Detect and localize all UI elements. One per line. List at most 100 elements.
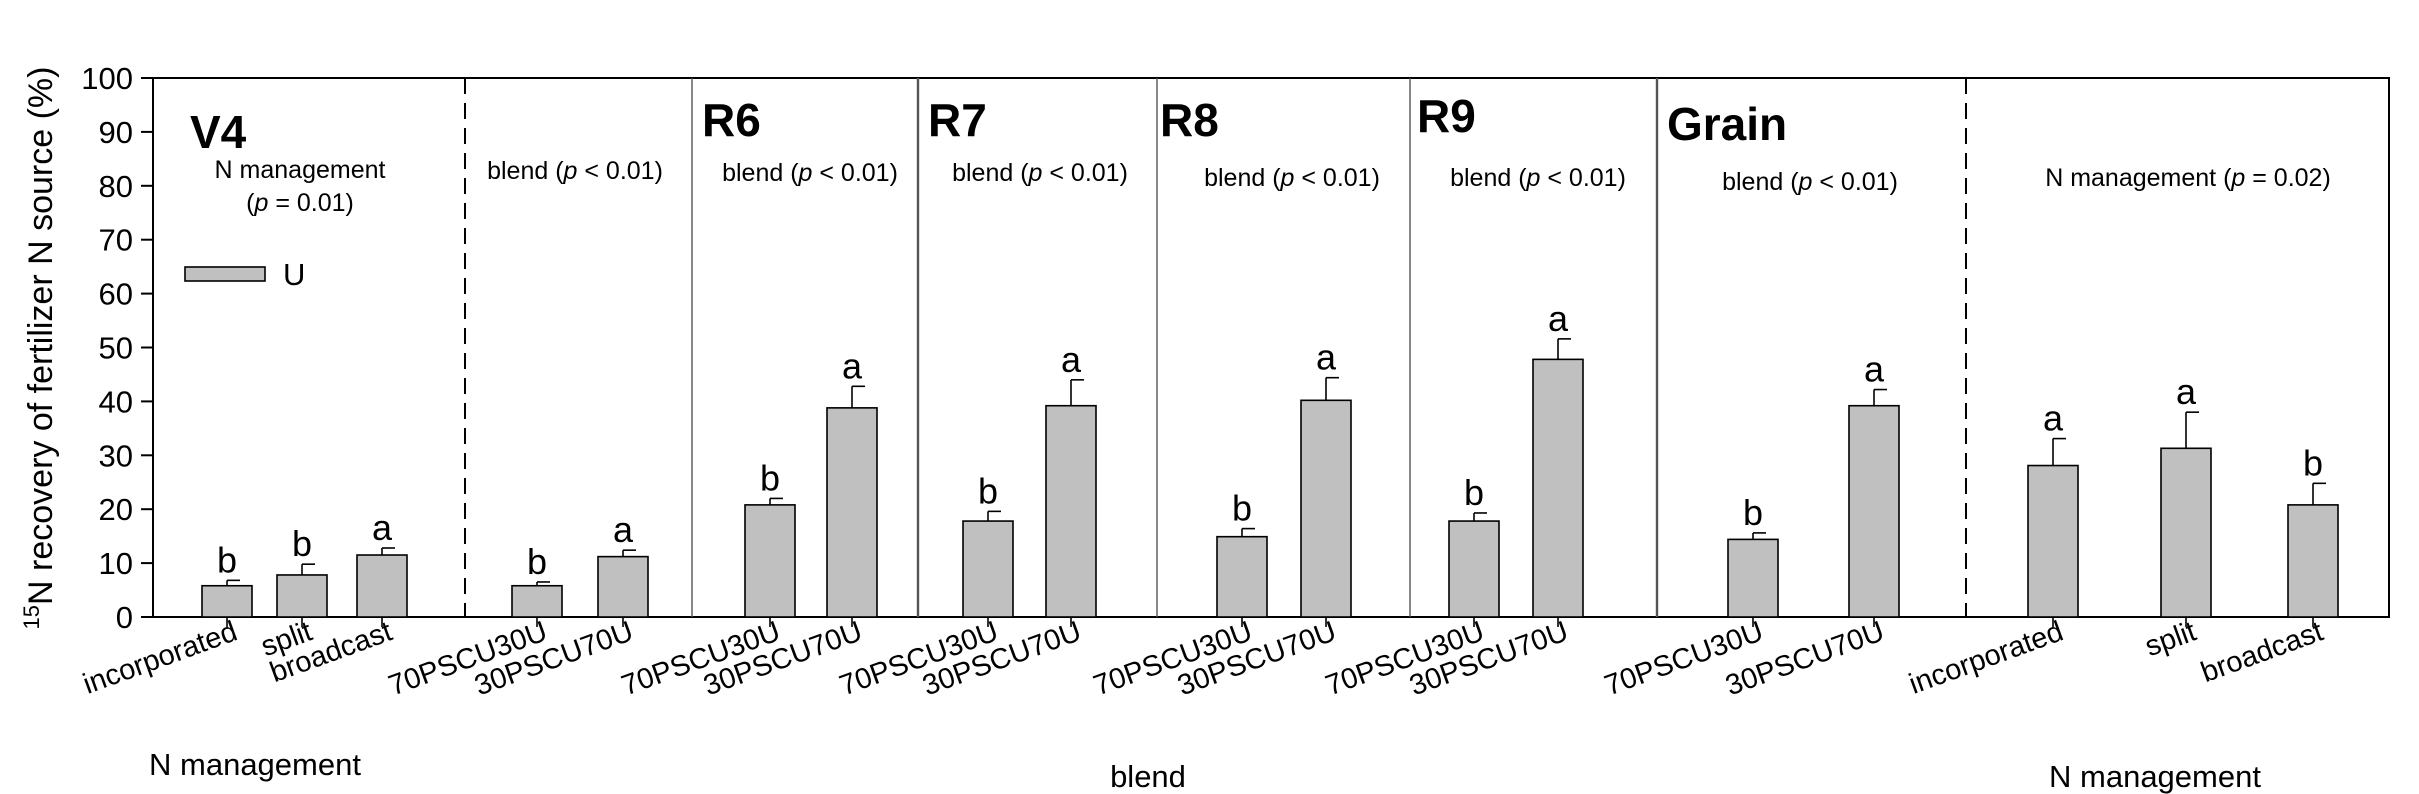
stat-label: blend (p < 0.01) bbox=[1450, 164, 1626, 192]
stat-text: blend ( bbox=[952, 159, 1029, 187]
y-tick-label: 20 bbox=[99, 492, 133, 527]
y-tick-label: 0 bbox=[116, 600, 133, 635]
stat-label: (p = 0.01) bbox=[246, 189, 354, 217]
significance-letter: a bbox=[372, 507, 393, 548]
stat-text: blend ( bbox=[1204, 164, 1281, 192]
stat-label: blend (p < 0.01) bbox=[1722, 168, 1898, 196]
significance-letter: b bbox=[2303, 442, 2323, 483]
stat-text: < 0.01) bbox=[812, 159, 897, 187]
bar bbox=[744, 504, 796, 618]
category-label: split bbox=[2141, 616, 2200, 664]
bar bbox=[826, 407, 878, 618]
significance-letter: b bbox=[1743, 492, 1763, 533]
legend: U bbox=[184, 257, 305, 292]
stat-p: p bbox=[563, 157, 578, 185]
plot-border bbox=[152, 77, 2390, 618]
significance-letter: b bbox=[978, 470, 998, 511]
y-tick-label: 30 bbox=[99, 438, 133, 473]
stat-p: p bbox=[1798, 168, 1813, 196]
bar bbox=[597, 555, 649, 618]
significance-letter: b bbox=[527, 541, 547, 582]
stat-text: blend ( bbox=[487, 157, 564, 185]
significance-letter: a bbox=[613, 509, 634, 550]
significance-letter: b bbox=[1232, 488, 1252, 529]
stat-p: p bbox=[798, 159, 813, 187]
y-axis-title: 15N recovery of fertilizer N source (%) bbox=[19, 67, 60, 630]
significance-letter: b bbox=[760, 457, 780, 498]
panel-title: V4 bbox=[190, 106, 247, 158]
stat-p: p bbox=[1526, 164, 1541, 192]
bar bbox=[1300, 399, 1352, 618]
stat-text: < 0.01) bbox=[577, 157, 662, 185]
y-tick-label: 90 bbox=[99, 115, 133, 150]
stat-text: = 0.01) bbox=[268, 189, 353, 217]
stat-label: blend (p < 0.01) bbox=[722, 159, 898, 187]
panel-v4: V4N management(p = 0.01)bincorporatedbsp… bbox=[79, 78, 466, 701]
significance-letter: b bbox=[292, 523, 312, 564]
panels: V4N management (p = 0.01) b incorporated b sp… bbox=[79, 78, 2339, 702]
category-label: broadcast bbox=[2197, 616, 2328, 690]
bar bbox=[962, 520, 1014, 618]
stat-text: blend ( bbox=[1722, 168, 1799, 196]
y-tick-label: 80 bbox=[99, 169, 133, 204]
y-tick-label: 50 bbox=[99, 331, 133, 366]
bar bbox=[276, 574, 328, 618]
bar bbox=[1848, 404, 1900, 618]
stat-label: blend (p < 0.01) bbox=[1204, 164, 1380, 192]
stat-text: blend ( bbox=[722, 159, 799, 187]
bar bbox=[1448, 520, 1500, 618]
stat-text: < 0.01) bbox=[1294, 164, 1379, 192]
plot-frame bbox=[152, 77, 2390, 618]
y-axis-label: 15N recovery of fertilizer N source (%) bbox=[19, 67, 60, 630]
bar bbox=[1727, 538, 1779, 618]
panel-title: Grain bbox=[1667, 98, 1787, 150]
group-labels: N management blend N management bbox=[149, 747, 2261, 794]
stat-p: p bbox=[2230, 164, 2245, 192]
panel-title: R8 bbox=[1160, 94, 1219, 146]
significance-letter: a bbox=[1316, 337, 1337, 378]
legend-label: U bbox=[283, 257, 305, 292]
stat-p: p bbox=[1280, 164, 1295, 192]
category-label: incorporated bbox=[1905, 616, 2067, 701]
panel-title: R6 bbox=[702, 94, 761, 146]
y-axis-label-text: N recovery of fertilizer N source (%) bbox=[22, 67, 60, 605]
y-tick-label: 10 bbox=[99, 546, 133, 581]
bar bbox=[201, 584, 253, 618]
significance-letter: a bbox=[1061, 339, 1082, 380]
panel-untitled-7: N management (p = 0.02) a incorporated a spl… bbox=[1905, 164, 2339, 701]
significance-letter: a bbox=[842, 345, 863, 386]
bar bbox=[2287, 504, 2339, 618]
group-label: N management bbox=[149, 747, 361, 782]
panel-title: R7 bbox=[928, 94, 987, 146]
bar bbox=[356, 554, 408, 618]
significance-letter: b bbox=[1464, 472, 1484, 513]
stat-text: N management ( bbox=[2045, 164, 2232, 192]
stat-label: N management (p = 0.02) bbox=[2045, 164, 2331, 192]
significance-letter: b bbox=[217, 539, 237, 580]
y-tick-label: 60 bbox=[99, 277, 133, 312]
bar bbox=[2160, 447, 2212, 618]
y-axis: 0 10 20 30 40 50 60 70 80 90 100 bbox=[81, 61, 153, 635]
bar bbox=[1532, 358, 1584, 618]
y-tick-label: 70 bbox=[99, 223, 133, 258]
bar bbox=[1216, 535, 1268, 618]
y-tick-label: 100 bbox=[81, 61, 133, 96]
group-label: blend bbox=[1110, 759, 1186, 794]
significance-letter: a bbox=[2176, 371, 2197, 412]
stat-text: < 0.01) bbox=[1540, 164, 1625, 192]
stat-text: blend ( bbox=[1450, 164, 1527, 192]
stat-label: blend (p < 0.01) bbox=[952, 159, 1128, 187]
significance-letter: a bbox=[2043, 398, 2064, 439]
y-tick-label: 40 bbox=[99, 384, 133, 419]
stat-label: N management bbox=[215, 156, 386, 184]
legend-swatch bbox=[184, 266, 266, 282]
stat-text: < 0.01) bbox=[1812, 168, 1897, 196]
category-label: incorporated bbox=[79, 616, 241, 701]
bar bbox=[511, 584, 563, 618]
bar bbox=[1045, 404, 1097, 618]
significance-letter: a bbox=[1548, 298, 1569, 339]
